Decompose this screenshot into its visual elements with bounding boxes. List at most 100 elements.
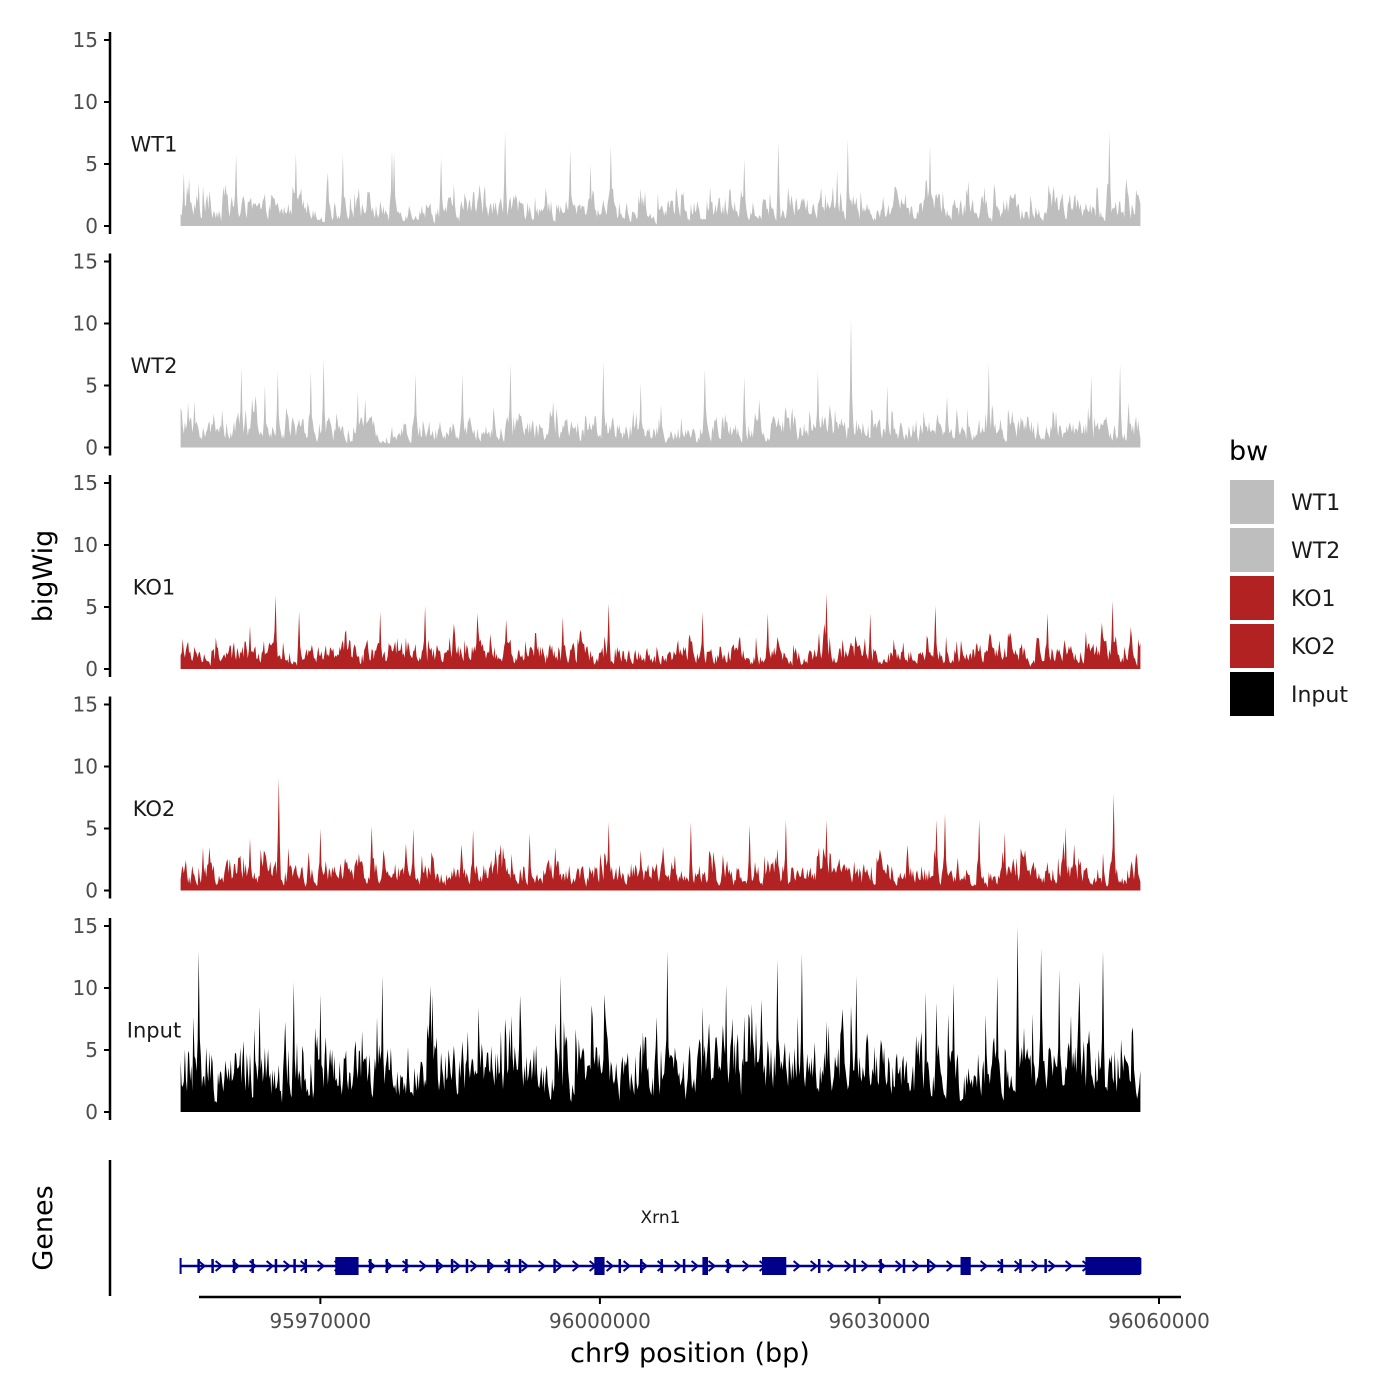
exon xyxy=(639,1259,643,1273)
strand-arrow xyxy=(656,1260,666,1272)
exon xyxy=(682,1259,686,1273)
exon xyxy=(251,1259,254,1273)
y-tick-label: 0 xyxy=(85,657,98,681)
coverage-area-input xyxy=(180,926,1141,1112)
exon xyxy=(1085,1257,1141,1275)
strand-arrow xyxy=(894,1260,904,1272)
exon xyxy=(594,1257,605,1275)
exon xyxy=(507,1259,511,1273)
genes-axis-title: Genes xyxy=(28,1185,59,1270)
y-tick-label: 5 xyxy=(85,374,98,398)
legend-label-wt1: WT1 xyxy=(1291,491,1340,516)
strand-arrow xyxy=(826,1260,836,1272)
strand-arrow xyxy=(1064,1260,1074,1272)
y-tick-label: 15 xyxy=(73,914,98,938)
legend-label-input: Input xyxy=(1291,683,1348,708)
strand-arrow xyxy=(214,1260,224,1272)
strand-arrow xyxy=(792,1260,802,1272)
y-tick-label: 15 xyxy=(73,28,98,52)
y-tick-label: 5 xyxy=(85,152,98,176)
track-label: KO1 xyxy=(133,576,176,600)
strand-arrow xyxy=(945,1260,955,1272)
strand-arrow xyxy=(741,1260,751,1272)
exon xyxy=(465,1259,469,1273)
exon xyxy=(960,1257,971,1275)
legend-swatch-ko2 xyxy=(1230,624,1274,668)
exon xyxy=(553,1259,556,1273)
strand-arrow xyxy=(537,1260,547,1272)
track-label: Input xyxy=(127,1019,181,1043)
legend-title: bw xyxy=(1229,436,1268,467)
strand-arrow xyxy=(265,1260,275,1272)
legend-label-ko1: KO1 xyxy=(1291,587,1336,612)
gene-name-label: Xrn1 xyxy=(641,1208,681,1228)
track-input: 0 5 10 15 Input xyxy=(73,914,1141,1124)
strand-arrow xyxy=(452,1260,462,1272)
legend: bw WT1 WT2 KO1 KO2 Input xyxy=(1229,436,1348,716)
track-label: WT2 xyxy=(131,354,178,378)
exon xyxy=(335,1257,359,1275)
legend-label-wt2: WT2 xyxy=(1291,539,1340,564)
strand-arrow xyxy=(197,1260,207,1272)
track-label: WT1 xyxy=(131,133,178,157)
strand-arrow xyxy=(520,1260,530,1272)
y-tick-label: 0 xyxy=(85,214,98,238)
exon xyxy=(368,1259,372,1273)
exon xyxy=(435,1259,439,1273)
exon xyxy=(817,1259,821,1273)
exon xyxy=(1044,1259,1047,1273)
y-tick-label: 5 xyxy=(85,595,98,619)
strand-arrow xyxy=(928,1260,938,1272)
strand-arrow xyxy=(996,1260,1006,1272)
y-tick-label: 15 xyxy=(73,693,98,717)
track-ko1: 0 5 10 15 KO1 xyxy=(73,471,1141,681)
gene-track: Xrn1 xyxy=(108,1160,1142,1296)
exon xyxy=(385,1259,389,1273)
x-tick-label: 96060000 xyxy=(1108,1309,1210,1333)
exon xyxy=(450,1259,454,1273)
legend-swatch-wt2 xyxy=(1230,528,1274,572)
strand-arrow xyxy=(571,1260,581,1272)
legend-label-ko2: KO2 xyxy=(1291,635,1336,660)
exon xyxy=(762,1257,787,1275)
strand-arrow xyxy=(639,1260,649,1272)
y-tick-label: 15 xyxy=(73,471,98,495)
strand-arrow xyxy=(622,1260,632,1272)
coverage-area-ko1 xyxy=(180,593,1141,669)
strand-arrow xyxy=(860,1260,870,1272)
y-tick-label: 10 xyxy=(73,90,98,114)
strand-arrow xyxy=(979,1260,989,1272)
strand-arrow xyxy=(1047,1260,1057,1272)
exon xyxy=(274,1259,278,1273)
exon xyxy=(487,1259,490,1273)
strand-arrow xyxy=(401,1260,411,1272)
track-label: KO2 xyxy=(133,797,176,821)
coverage-area-ko2 xyxy=(180,777,1141,891)
strand-arrow xyxy=(435,1260,445,1272)
exon xyxy=(304,1259,308,1273)
y-tick-label: 10 xyxy=(73,755,98,779)
x-axis: 95970000 96000000 96030000 96060000 xyxy=(199,1295,1210,1333)
track-wt2: 0 5 10 15 WT2 xyxy=(73,250,1141,460)
coverage-tracks: 0 5 10 15 WT1 0 5 10 15 WT2 0 5 10 15 KO1 0 5 10 15 KO2 0 5 10… xyxy=(73,28,1141,1124)
strand-arrow xyxy=(1030,1260,1040,1272)
x-tick-label: 96000000 xyxy=(549,1309,651,1333)
strand-arrow xyxy=(469,1260,479,1272)
strand-arrow xyxy=(503,1260,513,1272)
strand-arrow xyxy=(673,1260,683,1272)
y-tick-label: 0 xyxy=(85,1100,98,1124)
strand-arrow xyxy=(605,1260,615,1272)
exon xyxy=(518,1259,522,1273)
coverage-area-wt2 xyxy=(180,317,1141,448)
exon xyxy=(853,1259,856,1273)
y-tick-label: 5 xyxy=(85,817,98,841)
exon xyxy=(211,1259,214,1273)
strand-arrow xyxy=(316,1260,326,1272)
exon xyxy=(618,1259,622,1273)
y-tick-label: 0 xyxy=(85,436,98,460)
y-axis-title: bigWig xyxy=(28,530,59,623)
strand-arrow xyxy=(809,1260,819,1272)
exon xyxy=(232,1259,236,1273)
exon xyxy=(293,1259,296,1273)
